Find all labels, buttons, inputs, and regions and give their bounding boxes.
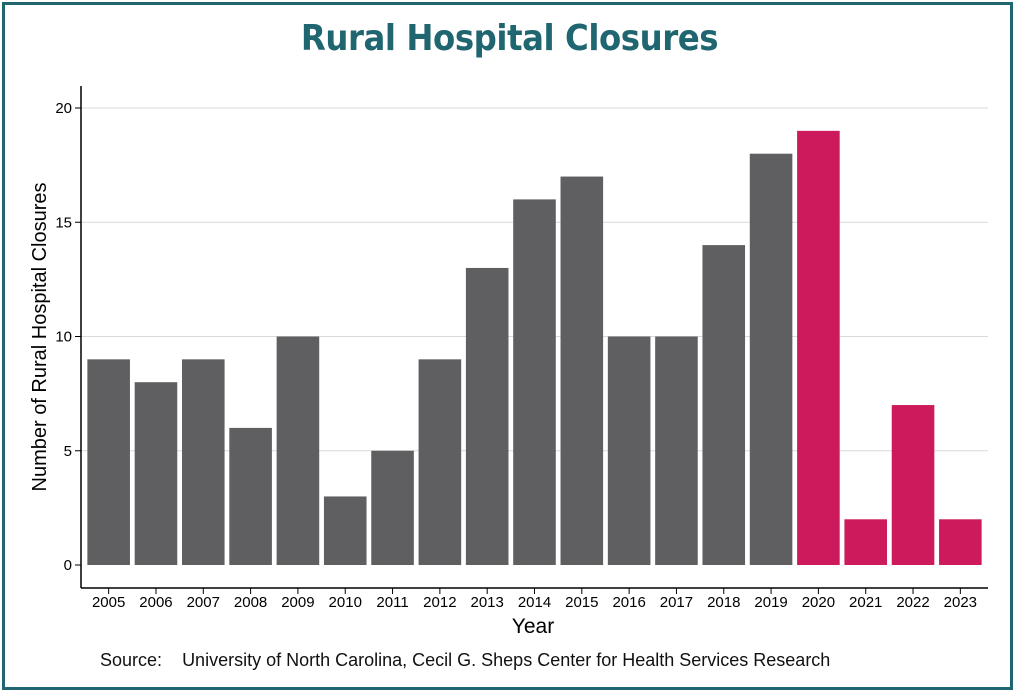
y-tick-label: 10 [55,329,72,346]
y-tick-label: 0 [64,557,72,574]
bar-2016 [607,336,651,565]
y-tick-label: 20 [55,100,72,117]
x-tick-label: 2013 [470,594,503,611]
x-tick-label: 2016 [612,594,645,611]
x-tick-labels: 2005 2006 2007 2008 2009 2010 2011 2012 2013 2014… [92,588,977,611]
x-tick-label: 2023 [944,594,977,611]
x-tick-label: 2017 [660,594,693,611]
bar-2008 [229,427,272,565]
bar-2021 [844,519,888,565]
y-axis-title: Number of Rural Hospital Closures [29,182,51,491]
x-tick-label: 2007 [187,594,220,611]
bar-2014 [513,199,556,565]
source-text: University of North Carolina, Cecil G. S… [182,650,831,670]
y-tick-label: 5 [64,443,72,460]
x-tick-label: 2014 [518,594,551,611]
y-tick-labels: 0 5 10 15 20 [55,100,81,574]
source-note: Source: University of North Carolina, Ce… [100,650,830,671]
bar-2017 [655,336,698,565]
bar-2019 [749,153,793,565]
chart-title: Rural Hospital Closures [300,18,719,59]
source-label: Source: [100,650,163,670]
x-tick-label: 2010 [329,594,362,611]
x-tick-label: 2011 [376,594,408,611]
x-tick-label: 2009 [281,594,314,611]
bar-2018 [702,245,746,565]
x-tick-label: 2022 [896,594,929,611]
bar-2013 [465,267,509,565]
bar-2015 [560,176,604,566]
bar-2010 [323,496,367,565]
x-tick-label: 2006 [139,594,172,611]
x-tick-label: 2008 [234,594,267,611]
x-axis-title: Year [512,615,554,638]
x-tick-label: 2015 [565,594,598,611]
y-tick-label: 15 [55,214,72,231]
bar-2005 [87,359,130,565]
x-tick-label: 2012 [423,594,456,611]
bar-2020 [797,130,840,565]
x-tick-label: 2018 [707,594,740,611]
bar-2023 [939,519,982,565]
bar-2011 [371,450,414,565]
bar-2022 [891,405,935,565]
bars [87,130,982,566]
x-tick-label: 2021 [849,594,882,611]
bar-2007 [181,359,225,565]
x-tick-label: 2005 [92,594,125,611]
bar-2006 [134,382,178,565]
bar-2012 [418,359,462,565]
bar-2009 [276,336,320,565]
x-tick-label: 2020 [802,594,835,611]
x-tick-label: 2019 [754,594,787,611]
